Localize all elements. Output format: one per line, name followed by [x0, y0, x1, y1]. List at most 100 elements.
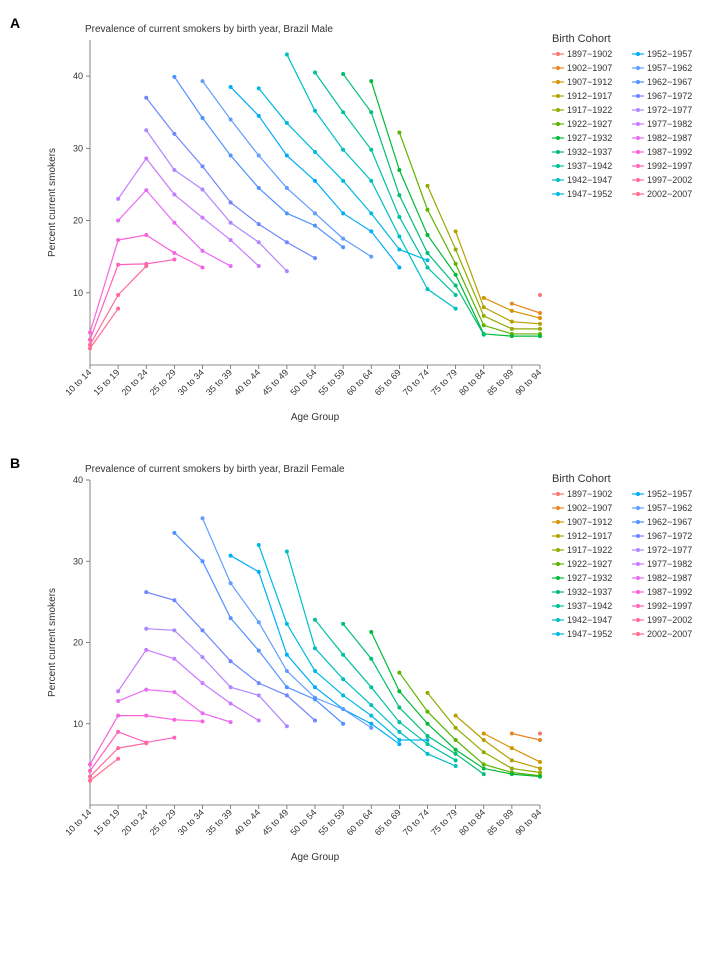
svg-text:10: 10 [73, 288, 83, 298]
svg-text:1912−1917: 1912−1917 [567, 91, 612, 101]
svg-text:Age Group: Age Group [291, 412, 340, 423]
svg-text:1897−1902: 1897−1902 [567, 49, 612, 59]
svg-text:85 to 89: 85 to 89 [485, 367, 515, 397]
svg-text:1982−1987: 1982−1987 [647, 133, 692, 143]
svg-text:Prevalence of current smokers: Prevalence of current smokers by birth y… [85, 24, 333, 35]
svg-text:1952−1957: 1952−1957 [647, 49, 692, 59]
svg-text:2002−2007: 2002−2007 [647, 189, 692, 199]
svg-text:10 to 14: 10 to 14 [63, 367, 93, 397]
svg-text:65 to 69: 65 to 69 [373, 807, 403, 837]
svg-text:55 to 59: 55 to 59 [316, 367, 346, 397]
svg-text:1942−1947: 1942−1947 [567, 175, 612, 185]
svg-text:1937−1942: 1937−1942 [567, 601, 612, 611]
svg-text:1922−1927: 1922−1927 [567, 559, 612, 569]
svg-text:45 to 49: 45 to 49 [260, 367, 290, 397]
svg-text:80 to 84: 80 to 84 [457, 807, 487, 837]
svg-text:30: 30 [73, 143, 83, 153]
svg-text:1937−1942: 1937−1942 [567, 161, 612, 171]
chart-b-wrap: Prevalence of current smokers by birth y… [30, 455, 699, 875]
svg-text:1977−1982: 1977−1982 [647, 119, 692, 129]
svg-text:1967−1972: 1967−1972 [647, 531, 692, 541]
svg-text:1902−1907: 1902−1907 [567, 503, 612, 513]
svg-text:1997−2002: 1997−2002 [647, 615, 692, 625]
svg-text:40 to 44: 40 to 44 [232, 367, 262, 397]
svg-text:40: 40 [73, 475, 83, 485]
chart-a: Prevalence of current smokers by birth y… [30, 15, 709, 435]
svg-text:75 to 79: 75 to 79 [429, 367, 459, 397]
svg-text:1952−1957: 1952−1957 [647, 489, 692, 499]
svg-text:1972−1977: 1972−1977 [647, 105, 692, 115]
svg-text:60 to 64: 60 to 64 [345, 807, 375, 837]
svg-text:20: 20 [73, 638, 83, 648]
svg-text:Age Group: Age Group [291, 852, 340, 863]
svg-text:65 to 69: 65 to 69 [373, 367, 403, 397]
svg-text:1997−2002: 1997−2002 [647, 175, 692, 185]
svg-text:1992−1997: 1992−1997 [647, 161, 692, 171]
svg-text:1962−1967: 1962−1967 [647, 77, 692, 87]
panel-b: B Prevalence of current smokers by birth… [10, 455, 699, 875]
svg-text:1977−1982: 1977−1982 [647, 559, 692, 569]
svg-text:35 to 39: 35 to 39 [204, 367, 234, 397]
panel-b-letter: B [10, 455, 20, 471]
svg-text:1957−1962: 1957−1962 [647, 503, 692, 513]
svg-text:1907−1912: 1907−1912 [567, 77, 612, 87]
svg-text:1907−1912: 1907−1912 [567, 517, 612, 527]
svg-text:1917−1922: 1917−1922 [567, 545, 612, 555]
svg-text:30 to 34: 30 to 34 [176, 807, 206, 837]
svg-text:Birth Cohort: Birth Cohort [552, 33, 611, 45]
svg-text:35 to 39: 35 to 39 [204, 807, 234, 837]
svg-text:1912−1917: 1912−1917 [567, 531, 612, 541]
svg-text:1947−1952: 1947−1952 [567, 189, 612, 199]
svg-text:1947−1952: 1947−1952 [567, 629, 612, 639]
svg-text:1902−1907: 1902−1907 [567, 63, 612, 73]
svg-text:1942−1947: 1942−1947 [567, 615, 612, 625]
svg-text:1992−1997: 1992−1997 [647, 601, 692, 611]
svg-text:45 to 49: 45 to 49 [260, 807, 290, 837]
svg-text:85 to 89: 85 to 89 [485, 807, 515, 837]
svg-text:20: 20 [73, 216, 83, 226]
svg-text:25 to 29: 25 to 29 [148, 367, 178, 397]
svg-text:1932−1937: 1932−1937 [567, 147, 612, 157]
svg-text:1972−1977: 1972−1977 [647, 545, 692, 555]
svg-text:Prevalence of current smokers: Prevalence of current smokers by birth y… [85, 464, 345, 475]
svg-text:1922−1927: 1922−1927 [567, 119, 612, 129]
svg-text:10 to 14: 10 to 14 [63, 807, 93, 837]
svg-text:15 to 19: 15 to 19 [91, 807, 121, 837]
svg-text:Percent current smokers: Percent current smokers [47, 588, 58, 697]
svg-text:15 to 19: 15 to 19 [91, 367, 121, 397]
svg-text:1982−1987: 1982−1987 [647, 573, 692, 583]
chart-a-wrap: Prevalence of current smokers by birth y… [30, 15, 699, 435]
svg-text:1957−1962: 1957−1962 [647, 63, 692, 73]
panel-a-letter: A [10, 15, 20, 31]
svg-text:40 to 44: 40 to 44 [232, 807, 262, 837]
svg-text:75 to 79: 75 to 79 [429, 807, 459, 837]
svg-text:60 to 64: 60 to 64 [345, 367, 375, 397]
svg-text:50 to 54: 50 to 54 [288, 807, 318, 837]
svg-text:55 to 59: 55 to 59 [316, 807, 346, 837]
svg-text:1932−1937: 1932−1937 [567, 587, 612, 597]
svg-text:2002−2007: 2002−2007 [647, 629, 692, 639]
panel-a: A Prevalence of current smokers by birth… [10, 15, 699, 435]
svg-text:30: 30 [73, 556, 83, 566]
svg-text:20 to 24: 20 to 24 [120, 807, 150, 837]
svg-text:90 to 94: 90 to 94 [513, 367, 543, 397]
svg-text:70 to 74: 70 to 74 [401, 807, 431, 837]
chart-b: Prevalence of current smokers by birth y… [30, 455, 709, 875]
svg-text:1987−1992: 1987−1992 [647, 587, 692, 597]
svg-text:10: 10 [73, 719, 83, 729]
svg-text:1917−1922: 1917−1922 [567, 105, 612, 115]
svg-text:1987−1992: 1987−1992 [647, 147, 692, 157]
svg-text:25 to 29: 25 to 29 [148, 807, 178, 837]
svg-text:1967−1972: 1967−1972 [647, 91, 692, 101]
svg-text:Percent current smokers: Percent current smokers [47, 148, 58, 257]
svg-text:80 to 84: 80 to 84 [457, 367, 487, 397]
svg-text:70 to 74: 70 to 74 [401, 367, 431, 397]
svg-text:90 to 94: 90 to 94 [513, 807, 543, 837]
svg-text:1897−1902: 1897−1902 [567, 489, 612, 499]
svg-text:1962−1967: 1962−1967 [647, 517, 692, 527]
svg-text:20 to 24: 20 to 24 [120, 367, 150, 397]
svg-text:1927−1932: 1927−1932 [567, 133, 612, 143]
svg-text:50 to 54: 50 to 54 [288, 367, 318, 397]
svg-text:1927−1932: 1927−1932 [567, 573, 612, 583]
svg-text:Birth Cohort: Birth Cohort [552, 473, 611, 485]
